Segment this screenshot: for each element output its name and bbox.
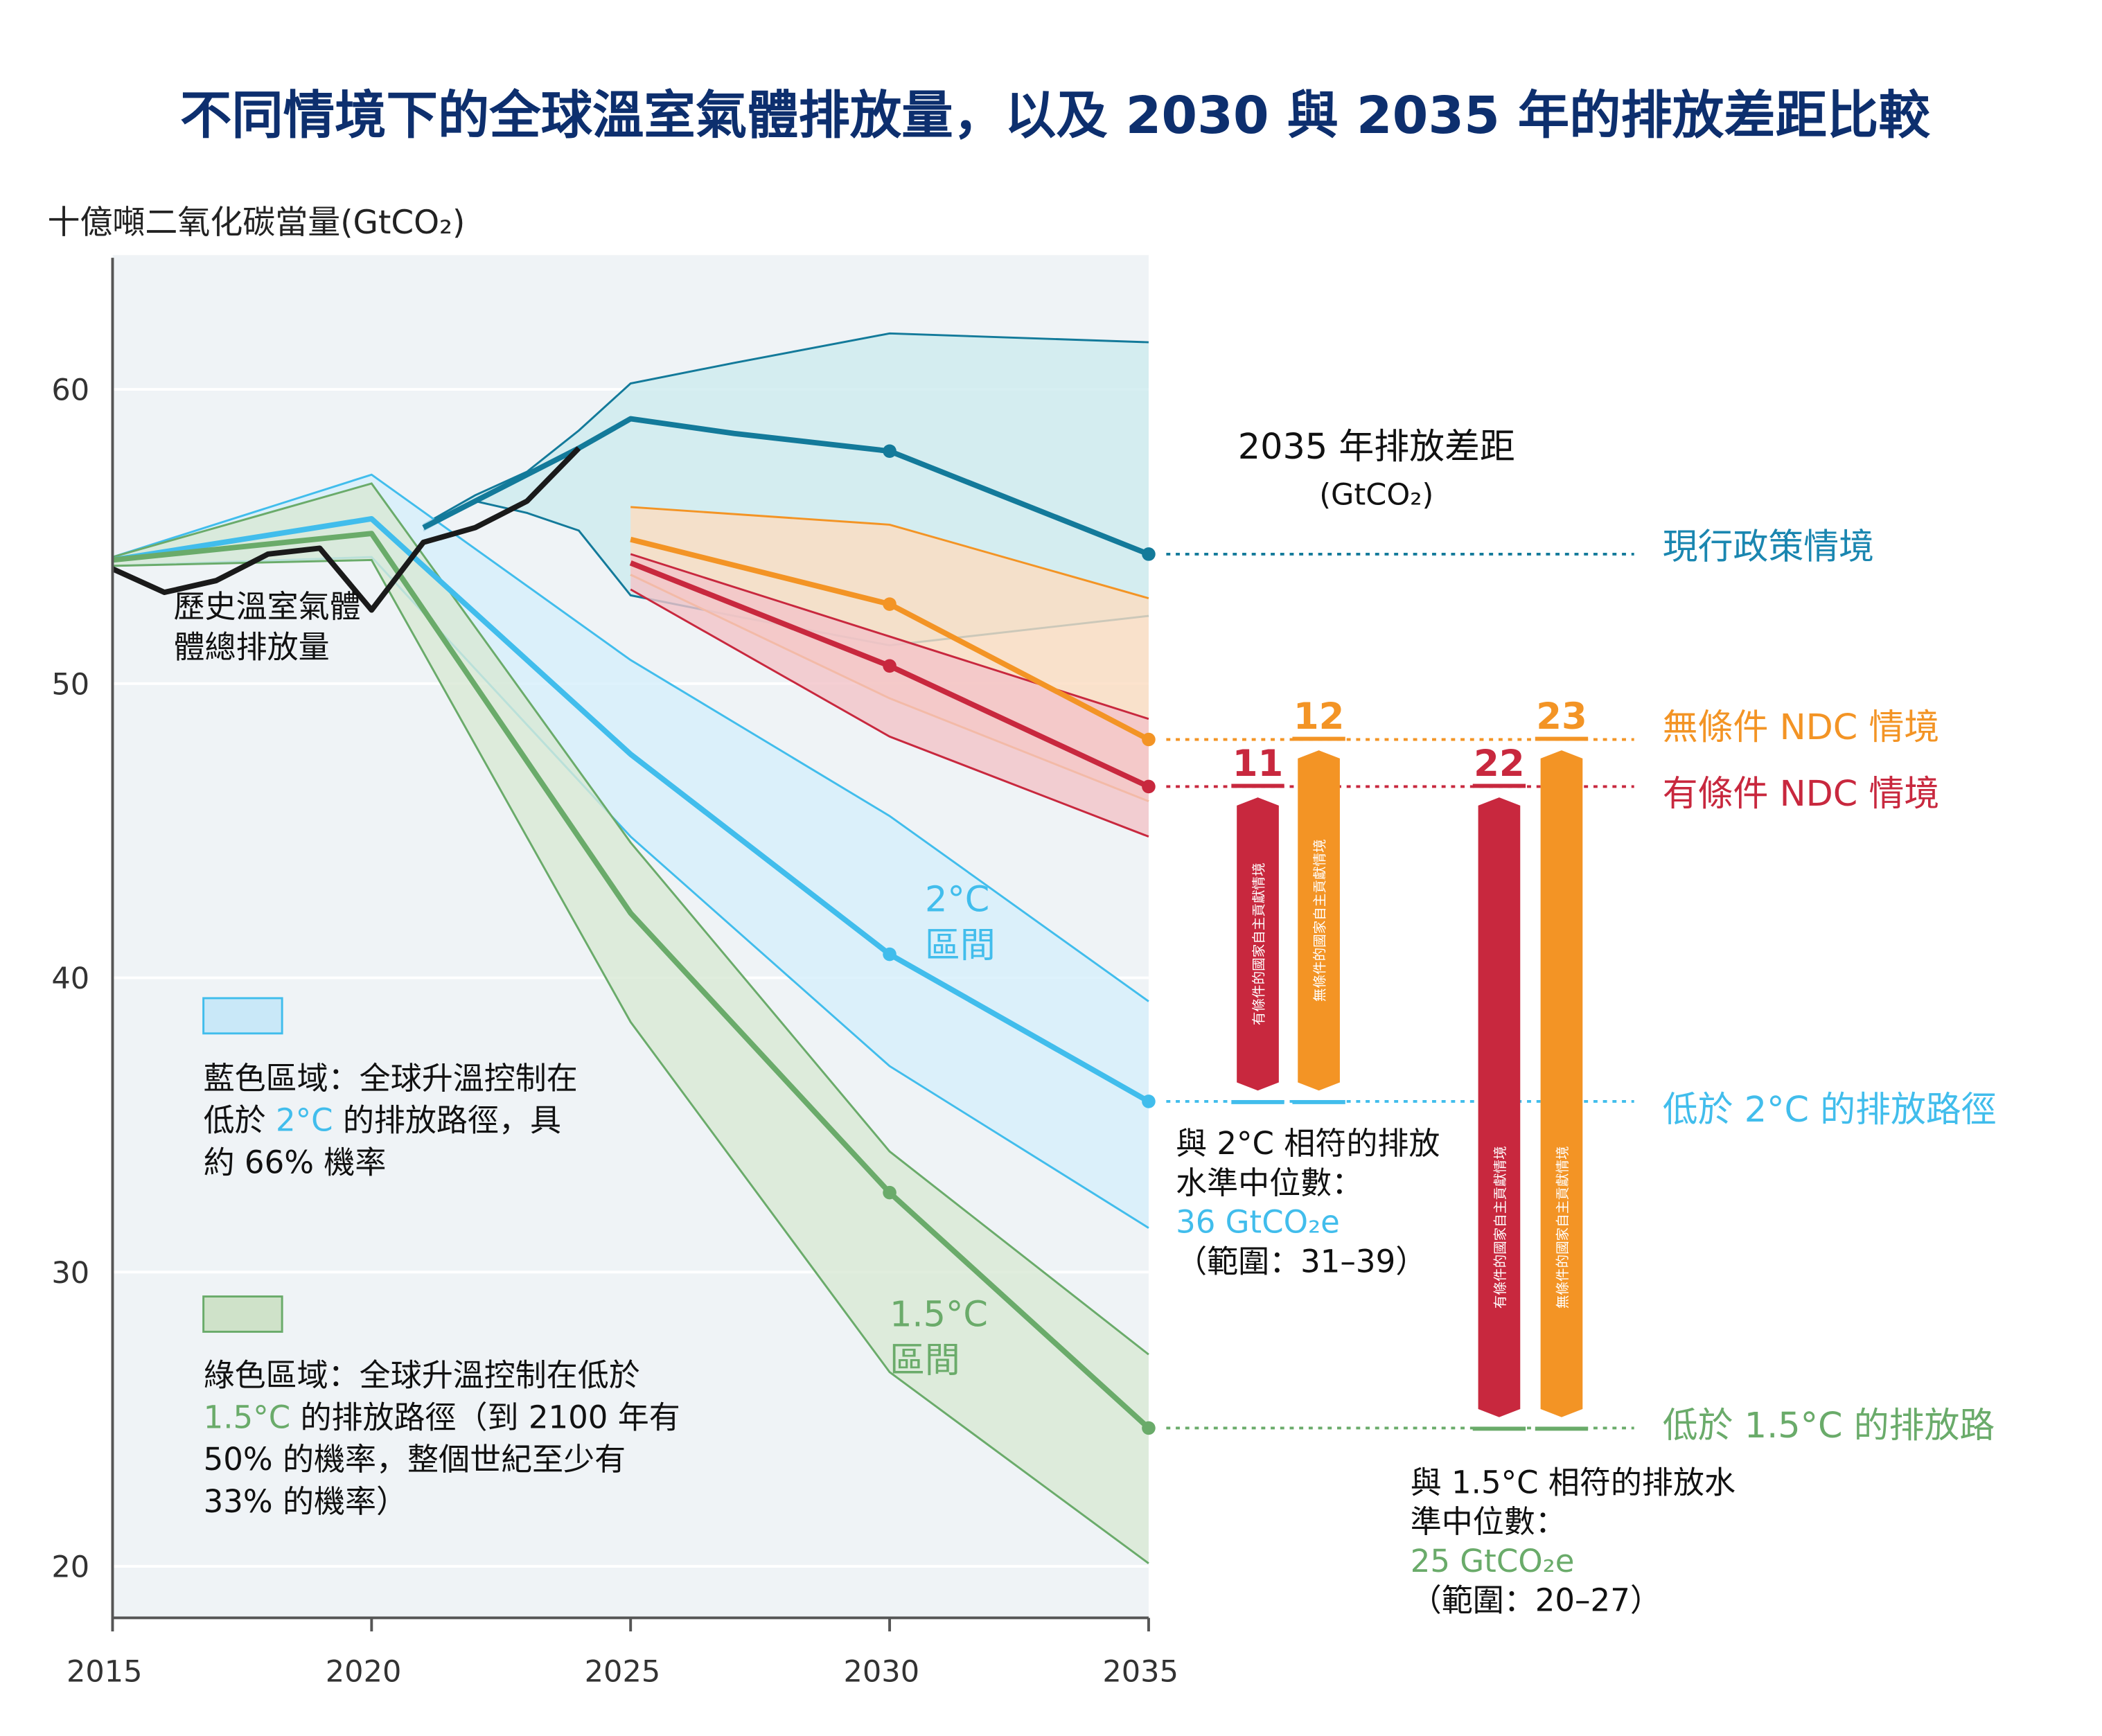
y-tick-label: 50 xyxy=(51,667,89,702)
two-median-line xyxy=(112,516,1150,1104)
gap-bar-base xyxy=(1231,1099,1284,1104)
x-tick-label: 2025 xyxy=(585,1654,661,1689)
onefive-band-upper xyxy=(112,482,1149,1356)
onefive-band xyxy=(112,483,1149,1564)
right-label-two: 低於 2°C 的排放路徑 xyxy=(1663,1090,1997,1131)
gap-bar-cap xyxy=(1535,736,1589,741)
gap-bar-base xyxy=(1292,1099,1345,1104)
onefive-median-note: 與 1.5°C 相符的排放水 準中位數： 25 GtCO₂e （範圍：20–27… xyxy=(1411,1464,1746,1618)
legend-swatch-blue xyxy=(202,997,283,1035)
x-tick-label: 2030 xyxy=(844,1654,920,1689)
two-median-note: 與 2°C 相符的排放 水準中位數： 36 GtCO₂e （範圍：31–39） xyxy=(1176,1125,1450,1279)
two-band-upper xyxy=(112,473,1149,1002)
gap-bar xyxy=(1237,797,1279,1091)
gap-value: 12 xyxy=(1293,696,1345,738)
gap-bar-cap xyxy=(1231,783,1284,788)
chart-title: 不同情境下的全球溫室氣體排放量，以及 2030 與 2035 年的排放差距比較 xyxy=(180,85,1930,145)
onefive-median-line xyxy=(112,531,1151,1431)
current-point xyxy=(883,444,897,459)
two-region-label: 2°C 區間 xyxy=(925,880,996,967)
gap-bar-base xyxy=(1535,1426,1589,1431)
gap-bar-label: 有條件的國家自主貢獻情境 xyxy=(1492,1146,1508,1309)
cond-point xyxy=(883,659,897,673)
gap-bar-label: 有條件的國家自主貢獻情境 xyxy=(1251,862,1266,1025)
onefive-band-lower xyxy=(112,558,1149,1565)
gap-header: 2035 年排放差距 xyxy=(1238,427,1515,468)
gap-bar-label: 無條件的國家自主貢獻情境 xyxy=(1555,1146,1571,1309)
gap-bar-base xyxy=(1472,1426,1526,1431)
gap-value: 22 xyxy=(1474,743,1525,785)
scenario-lines xyxy=(111,416,1156,1435)
gap-value: 11 xyxy=(1233,743,1284,785)
cond-band xyxy=(630,553,1149,837)
onefive-region-label: 1.5°C 區間 xyxy=(890,1295,988,1382)
right-label-uncond: 無條件 NDC 情境 xyxy=(1663,707,1939,748)
right-label-current: 現行政策情境 xyxy=(1663,527,1874,568)
x-tick-label: 2035 xyxy=(1102,1654,1178,1689)
gap-bar xyxy=(1540,750,1583,1417)
y-tick-label: 30 xyxy=(51,1256,89,1291)
historical-median-line xyxy=(111,446,581,613)
y-tick-label: 60 xyxy=(51,373,89,408)
gap-bar xyxy=(1298,750,1340,1091)
uncond-point xyxy=(1142,732,1156,747)
current-median-line xyxy=(422,416,1150,557)
gap-bar-label: 無條件的國家自主貢獻情境 xyxy=(1311,839,1327,1002)
x-tick-label: 2020 xyxy=(326,1654,402,1689)
y-tick-label: 40 xyxy=(51,962,89,996)
two-point xyxy=(883,947,897,962)
cond-band-lower xyxy=(630,588,1149,838)
two-band xyxy=(112,475,1149,1228)
gap-value: 23 xyxy=(1536,696,1587,738)
uncond-band-upper xyxy=(630,506,1149,600)
axis-ticks: 60 50 40 30 20 2015 2020 2025 2030 2035 xyxy=(51,373,1178,1690)
current-point xyxy=(1142,547,1156,561)
gap-unit: (GtCO₂) xyxy=(1319,477,1433,512)
right-label-onefive: 低於 1.5°C 的排放路 xyxy=(1663,1406,1995,1446)
y-tick-label: 20 xyxy=(51,1550,89,1585)
onefive-point xyxy=(883,1185,897,1200)
right-label-cond: 有條件 NDC 情境 xyxy=(1663,774,1939,815)
historical-label: 歷史溫室氣體體總排放量 xyxy=(174,588,361,666)
gap-bar xyxy=(1478,797,1521,1417)
legend-text-blue: 藍色區域：全球升溫控制在 低於 2°C 的排放路徑，具 約 66% 機率 xyxy=(204,1060,588,1180)
legend-text-green: 綠色區域：全球升溫控制在低於 1.5°C 的排放路徑（到 2100 年有 50%… xyxy=(204,1357,690,1520)
uncond-point xyxy=(883,597,897,611)
two-point xyxy=(1142,1095,1156,1108)
gap-bar-cap xyxy=(1292,736,1345,741)
onefive-point xyxy=(1142,1421,1156,1435)
current-band-upper xyxy=(423,332,1149,526)
gap-bar-cap xyxy=(1472,783,1526,788)
x-tick-label: 2015 xyxy=(67,1654,143,1689)
legend-swatch-green xyxy=(202,1295,283,1333)
y-axis-label: 十億噸二氧化碳當量(GtCO₂) xyxy=(48,204,466,242)
gap-bars: 11 有條件的國家自主貢獻情境 12 無條件的國家自主貢獻情境 22 有條件的國家自主貢獻… xyxy=(1231,696,1589,1431)
cond-point xyxy=(1142,779,1156,794)
